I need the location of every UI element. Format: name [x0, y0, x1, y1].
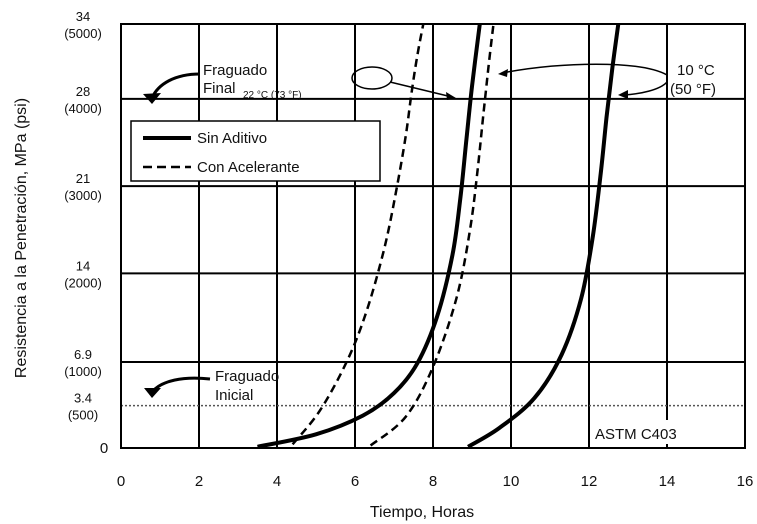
x-tick-label-0: 0 [117, 473, 125, 490]
temp-10-connector [501, 63, 668, 76]
y-tick-label-0: 0 [100, 440, 108, 457]
y-tick-label-5: 28 [76, 84, 90, 99]
y-tick-sublabel-6: (5000) [64, 26, 102, 41]
x-tick-label-8: 16 [737, 473, 754, 490]
final-set-pointer [389, 81, 453, 98]
x-tick-label-7: 14 [659, 473, 676, 490]
y-tick-label-2: 6.9 [74, 347, 92, 362]
y-ticks: 0 3.4 (500) 6.9 (1000) 14 (2000) 21 (3000) 28 (400… [64, 9, 108, 457]
y-tick-label-1: 3.4 [74, 391, 92, 406]
x-ticks: 0 2 4 6 8 10 12 14 16 [117, 473, 754, 490]
initial-set-label-1: Fraguado [215, 368, 279, 385]
x-axis-label: Tiempo, Horas [370, 504, 474, 521]
y-tick-sublabel-3: (2000) [64, 275, 102, 290]
plot-frame [120, 23, 746, 449]
series-line-2-solid [467, 23, 621, 449]
legend-dashed-label: Con Acelerante [197, 159, 300, 176]
y-tick-sublabel-2: (1000) [64, 364, 102, 379]
grid [120, 23, 746, 449]
final-set-label-2: Final [203, 80, 236, 97]
series-group [257, 23, 621, 449]
x-tick-label-6: 12 [581, 473, 598, 490]
final-set-arrowhead [143, 93, 161, 104]
y-tick-sublabel-1: (500) [68, 408, 98, 423]
standard-label-bg [590, 420, 710, 444]
final-set-temp: 22 °C (73 °F) [243, 90, 302, 101]
legend-solid-label: Sin Aditivo [197, 130, 267, 147]
final-set-label-1: Fraguado [203, 62, 267, 79]
y-tick-label-4: 21 [76, 171, 90, 186]
temp-10-label-1: 10 °C [677, 62, 715, 79]
temp-10-label-2: (50 °F) [670, 81, 716, 98]
y-tick-sublabel-4: (3000) [64, 188, 102, 203]
temp-10-pointer [623, 81, 668, 96]
temp-10-pointer-head [618, 90, 628, 99]
x-tick-label-4: 8 [429, 473, 437, 490]
x-tick-label-1: 2 [195, 473, 203, 490]
temp-10-connector-head [498, 69, 508, 77]
y-tick-label-3: 14 [76, 258, 90, 273]
series-line-3-dashed [369, 23, 495, 447]
initial-set-label-2: Inicial [215, 387, 253, 404]
annotations: Fraguado Final 22 °C (73 °F) Fraguado In… [143, 62, 716, 444]
x-tick-label-5: 10 [503, 473, 520, 490]
standard-label: ASTM C403 [595, 426, 677, 443]
y-axis-label: Resistencia a la Penetración, MPa (psi) [13, 98, 30, 378]
x-tick-label-2: 4 [273, 473, 281, 490]
initial-set-arrowhead [144, 388, 161, 398]
final-set-ellipse [351, 66, 393, 90]
legend: Sin Aditivo Con Acelerante [130, 120, 381, 182]
initial-set-arrow [151, 376, 211, 393]
final-set-pointer-head [446, 92, 456, 100]
x-tick-label-3: 6 [351, 473, 359, 490]
y-tick-sublabel-5: (4000) [64, 101, 102, 116]
series-line-0-solid [257, 23, 482, 449]
legend-box [130, 120, 381, 182]
y-tick-label-6: 34 [76, 9, 90, 24]
series-line-1-dashed [291, 23, 425, 446]
